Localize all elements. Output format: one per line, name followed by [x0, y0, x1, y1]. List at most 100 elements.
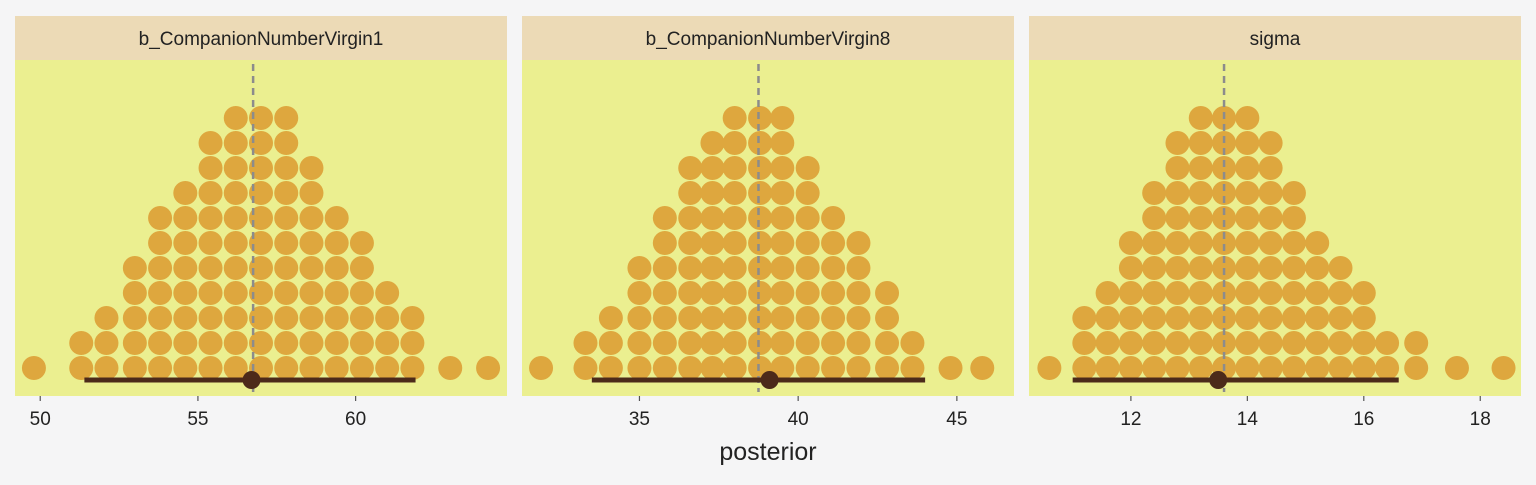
posterior-dot [122, 331, 147, 355]
posterior-dot [1118, 231, 1143, 255]
posterior-dot [274, 156, 299, 180]
posterior-dot [1258, 156, 1283, 180]
posterior-dot [1235, 281, 1260, 305]
posterior-dot [476, 356, 501, 380]
posterior-dot [846, 306, 871, 330]
posterior-dot [1305, 256, 1330, 280]
posterior-dot [324, 281, 349, 305]
posterior-dot [198, 281, 223, 305]
posterior-dot [1235, 181, 1260, 205]
posterior-dot [1212, 206, 1237, 230]
posterior-dot [821, 206, 846, 230]
posterior-dot [1118, 356, 1143, 380]
posterior-dot [1212, 181, 1237, 205]
posterior-dot [598, 331, 623, 355]
posterior-dot [1188, 306, 1213, 330]
posterior-dot [652, 256, 677, 280]
posterior-dot [1404, 356, 1429, 380]
posterior-dot [1328, 331, 1353, 355]
posterior-dot [748, 131, 773, 155]
posterior-dot [970, 356, 995, 380]
posterior-dot [938, 356, 963, 380]
posterior-dot [1212, 156, 1237, 180]
posterior-dot [678, 231, 703, 255]
posterior-dot [173, 206, 198, 230]
posterior-dot [148, 206, 173, 230]
posterior-dot [678, 156, 703, 180]
posterior-dot [1188, 231, 1213, 255]
posterior-dot [722, 206, 747, 230]
posterior-dot [1375, 356, 1400, 380]
posterior-dot [722, 306, 747, 330]
posterior-dot [1235, 106, 1260, 130]
x-tick-label: 60 [345, 409, 366, 430]
posterior-dot [1142, 181, 1167, 205]
posterior-dot [598, 306, 623, 330]
posterior-dot [198, 181, 223, 205]
posterior-dot [678, 306, 703, 330]
posterior-dot [598, 356, 623, 380]
x-tick-label: 35 [629, 409, 650, 430]
posterior-dot [1281, 206, 1306, 230]
posterior-dot [198, 131, 223, 155]
posterior-dot [700, 256, 725, 280]
posterior-dot [700, 181, 725, 205]
posterior-dot [249, 156, 273, 180]
posterior-dot [678, 206, 703, 230]
posterior-dot [1351, 306, 1376, 330]
posterior-dot [223, 256, 248, 280]
posterior-dot [1165, 131, 1190, 155]
posterior-dot [375, 306, 400, 330]
posterior-dot [173, 306, 198, 330]
x-tick-label: 50 [30, 409, 51, 430]
facet-strip [1029, 16, 1521, 60]
posterior-dot [1142, 206, 1167, 230]
posterior-dot [900, 356, 925, 380]
posterior-dot [324, 306, 349, 330]
posterior-dot [173, 356, 198, 380]
x-tick-label: 14 [1237, 409, 1259, 430]
posterior-dot [324, 331, 349, 355]
posterior-dot [274, 131, 299, 155]
posterior-dot [1142, 231, 1167, 255]
posterior-dot [274, 256, 299, 280]
posterior-dot [1118, 306, 1143, 330]
posterior-dot [1188, 181, 1213, 205]
posterior-dot [700, 156, 725, 180]
posterior-dot [1281, 231, 1306, 255]
posterior-dot [1072, 356, 1097, 380]
posterior-dot [1165, 156, 1190, 180]
posterior-dot [770, 106, 795, 130]
posterior-dot [1258, 181, 1283, 205]
x-tick-label: 12 [1120, 409, 1141, 430]
posterior-dot [821, 281, 846, 305]
posterior-dot [1188, 356, 1213, 380]
posterior-dot [722, 256, 747, 280]
posterior-dot [678, 356, 703, 380]
posterior-dot [223, 156, 248, 180]
posterior-dot [795, 181, 820, 205]
posterior-dot [1351, 281, 1376, 305]
posterior-dot [299, 156, 324, 180]
posterior-dot [274, 206, 299, 230]
posterior-dot [821, 256, 846, 280]
posterior-dot [875, 356, 900, 380]
posterior-dot [678, 331, 703, 355]
posterior-dot [1328, 256, 1353, 280]
posterior-dot [349, 331, 374, 355]
posterior-dot [748, 206, 773, 230]
posterior-dot [223, 306, 248, 330]
posterior-dot [1281, 181, 1306, 205]
posterior-dot [249, 206, 273, 230]
posterior-dot [299, 206, 324, 230]
posterior-dot [375, 356, 400, 380]
facet-title: b_CompanionNumberVirgin8 [646, 29, 891, 50]
posterior-dot [198, 256, 223, 280]
posterior-dot [274, 181, 299, 205]
posterior-dot [223, 281, 248, 305]
posterior-dot [573, 356, 598, 380]
posterior-dot [627, 306, 652, 330]
posterior-dot [821, 331, 846, 355]
posterior-dot [700, 331, 725, 355]
